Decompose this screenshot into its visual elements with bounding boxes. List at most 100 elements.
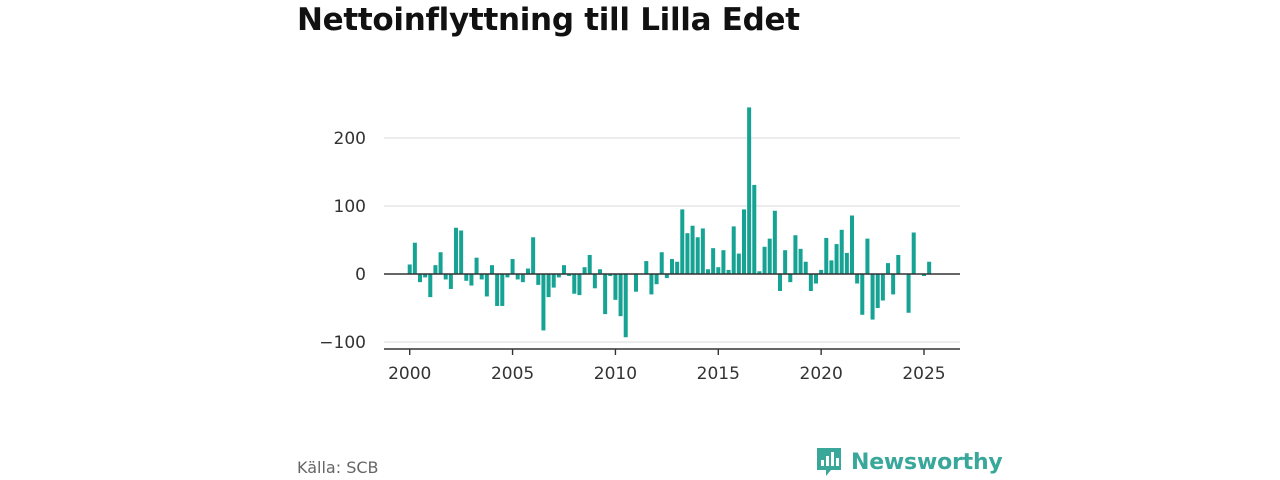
bar xyxy=(469,274,474,286)
bar xyxy=(767,238,772,274)
y-tick-label: 200 xyxy=(334,129,366,149)
brand-name: Newsworthy xyxy=(851,449,1003,475)
bar xyxy=(680,209,685,274)
bar xyxy=(448,274,453,289)
bar xyxy=(500,274,505,306)
bar xyxy=(525,268,530,274)
bar xyxy=(484,274,489,297)
bar xyxy=(896,254,901,274)
chart-plot: −100 0 100 200 2000 2005 2010 2015 2020 2025 xyxy=(319,107,960,384)
bar xyxy=(505,274,510,278)
bar xyxy=(741,209,746,274)
x-tick-label: 2025 xyxy=(902,364,945,384)
bar xyxy=(459,230,464,274)
source-note: Källa: SCB xyxy=(297,458,379,477)
bar xyxy=(911,232,916,274)
bar xyxy=(623,274,628,338)
bar xyxy=(608,274,613,277)
bar xyxy=(443,274,448,280)
bar xyxy=(824,237,829,274)
bar xyxy=(417,274,422,283)
bar xyxy=(659,252,664,274)
bar xyxy=(633,274,638,292)
bar xyxy=(844,252,849,274)
bar xyxy=(567,274,572,277)
bar xyxy=(885,263,890,274)
bar xyxy=(731,226,736,274)
bar xyxy=(438,252,443,274)
x-tick-label: 2020 xyxy=(800,364,843,384)
gridlines xyxy=(384,137,960,343)
bar xyxy=(644,261,649,274)
bar xyxy=(777,274,782,291)
bar xyxy=(906,274,911,313)
bar xyxy=(891,274,896,295)
bar xyxy=(613,274,618,300)
bar xyxy=(849,215,854,274)
bar xyxy=(772,210,777,274)
x-tick-label: 2010 xyxy=(594,364,637,384)
bar xyxy=(603,274,608,315)
bar xyxy=(572,274,577,294)
bar xyxy=(520,274,525,283)
bar xyxy=(664,274,669,279)
bar xyxy=(783,250,788,274)
bar xyxy=(927,261,932,274)
bar xyxy=(839,229,844,274)
chart-title: Nettoinflyttning till Lilla Edet xyxy=(297,2,800,38)
bar xyxy=(541,274,546,331)
bar xyxy=(880,274,885,301)
bar xyxy=(752,184,757,274)
y-tick-label: −100 xyxy=(319,333,366,353)
x-tick-label: 2015 xyxy=(697,364,740,384)
bar xyxy=(788,274,793,283)
bar xyxy=(736,253,741,274)
newsworthy-logo-icon xyxy=(817,448,841,476)
bar xyxy=(669,259,674,274)
bar xyxy=(649,274,654,295)
bar xyxy=(865,238,870,274)
bar xyxy=(474,257,479,274)
y-tick-label: 0 xyxy=(355,265,366,285)
bar xyxy=(726,269,731,274)
bar xyxy=(561,265,566,274)
bar xyxy=(834,244,839,274)
x-tick-label: 2005 xyxy=(491,364,534,384)
bar xyxy=(829,260,834,274)
bar xyxy=(536,274,541,285)
bar xyxy=(531,237,536,274)
bar xyxy=(407,264,412,274)
bar xyxy=(870,274,875,320)
bar xyxy=(515,274,520,280)
bar xyxy=(582,267,587,274)
bar xyxy=(813,274,818,284)
bar xyxy=(551,274,556,288)
bar xyxy=(675,261,680,274)
bar xyxy=(489,265,494,274)
bar xyxy=(577,274,582,296)
bar xyxy=(479,274,484,280)
bar xyxy=(721,250,726,274)
bar xyxy=(453,227,458,274)
bar xyxy=(592,274,597,289)
bar xyxy=(798,248,803,274)
y-tick-label: 100 xyxy=(334,197,366,217)
bar xyxy=(921,274,926,277)
bar xyxy=(618,274,623,317)
bar xyxy=(423,274,428,278)
bar xyxy=(757,271,762,274)
bar xyxy=(747,107,752,275)
bar xyxy=(685,233,690,274)
bar xyxy=(860,274,865,315)
bar xyxy=(597,269,602,274)
bar xyxy=(793,235,798,274)
bar xyxy=(433,265,438,274)
bar xyxy=(510,259,515,274)
bar-series xyxy=(407,107,932,338)
bar xyxy=(428,274,433,298)
brand-logo[interactable]: Newsworthy xyxy=(815,446,1003,478)
bar xyxy=(700,228,705,274)
x-tick-label: 2000 xyxy=(388,364,431,384)
bar xyxy=(875,274,880,308)
axes xyxy=(384,273,960,355)
